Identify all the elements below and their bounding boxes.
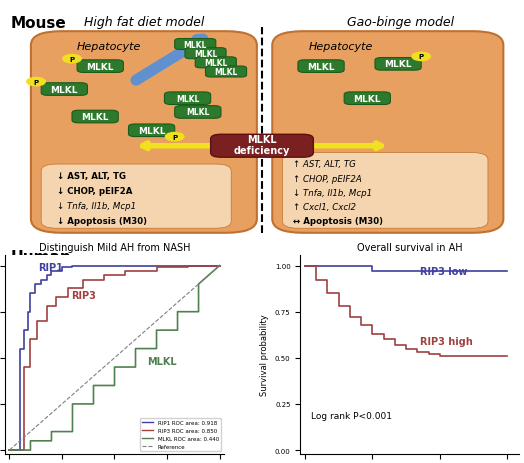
Circle shape	[412, 53, 430, 62]
Text: MLKL: MLKL	[186, 108, 210, 117]
Y-axis label: Survival probability: Survival probability	[260, 313, 269, 395]
Text: RIP3 low: RIP3 low	[420, 267, 468, 277]
FancyBboxPatch shape	[375, 58, 421, 71]
Text: RIP1: RIP1	[38, 263, 63, 273]
Text: ↑ AST, ALT, TG: ↑ AST, ALT, TG	[293, 160, 356, 169]
FancyBboxPatch shape	[205, 67, 247, 78]
Text: MLKL: MLKL	[204, 59, 227, 68]
Text: MLKL: MLKL	[86, 63, 114, 71]
Text: MLKL: MLKL	[50, 85, 78, 94]
FancyBboxPatch shape	[128, 125, 174, 137]
Circle shape	[27, 78, 45, 87]
Text: MLKL: MLKL	[384, 60, 412, 69]
Text: Hepatocyte: Hepatocyte	[77, 43, 141, 52]
FancyBboxPatch shape	[41, 83, 88, 96]
Text: ↓ CHOP, pEIF2A: ↓ CHOP, pEIF2A	[57, 187, 132, 195]
Text: ↔ Apoptosis (M30): ↔ Apoptosis (M30)	[293, 217, 383, 226]
Text: MLKL: MLKL	[214, 68, 238, 77]
FancyBboxPatch shape	[272, 32, 504, 233]
Text: ↓ Apoptosis (M30): ↓ Apoptosis (M30)	[57, 216, 147, 225]
Text: High fat diet model: High fat diet model	[84, 16, 204, 29]
Text: Gao-binge model: Gao-binge model	[347, 16, 454, 29]
FancyBboxPatch shape	[282, 153, 488, 229]
FancyBboxPatch shape	[185, 49, 226, 60]
FancyBboxPatch shape	[211, 135, 313, 158]
Text: ↑ Cxcl1, Cxcl2: ↑ Cxcl1, Cxcl2	[293, 203, 356, 212]
FancyBboxPatch shape	[165, 93, 211, 105]
Text: P: P	[70, 56, 74, 63]
FancyBboxPatch shape	[298, 61, 344, 73]
Circle shape	[63, 56, 81, 64]
Text: P: P	[172, 134, 177, 140]
Circle shape	[166, 133, 184, 141]
Text: MLKL: MLKL	[194, 50, 217, 58]
Text: MLKL: MLKL	[354, 94, 381, 103]
Text: ↓ Tnfa, Il1b, Mcp1: ↓ Tnfa, Il1b, Mcp1	[293, 188, 372, 197]
Text: Mouse: Mouse	[10, 16, 66, 31]
FancyBboxPatch shape	[41, 165, 231, 229]
Text: P: P	[419, 54, 424, 60]
Text: MLKL: MLKL	[81, 113, 109, 122]
Title: Overall survival in AH: Overall survival in AH	[357, 243, 462, 253]
FancyBboxPatch shape	[174, 39, 216, 50]
Text: MLKL
deficiency: MLKL deficiency	[234, 134, 290, 156]
Legend: RIP1 ROC area: 0.918, RIP3 ROC area: 0.850, MLKL ROC area: 0.440, Reference: RIP1 ROC area: 0.918, RIP3 ROC area: 0.8…	[140, 418, 221, 451]
FancyBboxPatch shape	[344, 93, 390, 105]
Text: Hepatocyte: Hepatocyte	[308, 43, 373, 52]
Text: ↓ AST, ALT, TG: ↓ AST, ALT, TG	[57, 172, 126, 181]
Text: ↓ Tnfa, Il1b, Mcp1: ↓ Tnfa, Il1b, Mcp1	[57, 201, 136, 210]
Text: MLKL: MLKL	[138, 126, 166, 136]
FancyBboxPatch shape	[31, 32, 257, 233]
FancyBboxPatch shape	[174, 106, 221, 119]
Text: MLKL: MLKL	[147, 357, 177, 366]
FancyBboxPatch shape	[77, 61, 123, 73]
FancyBboxPatch shape	[72, 111, 118, 124]
Text: MLKL: MLKL	[307, 63, 335, 71]
FancyBboxPatch shape	[195, 58, 236, 69]
Text: MLKL: MLKL	[176, 94, 199, 103]
Text: Log rank P<0.001: Log rank P<0.001	[311, 411, 392, 420]
Text: RIP3: RIP3	[71, 291, 96, 300]
Text: Human: Human	[10, 249, 71, 264]
Text: P: P	[34, 80, 39, 85]
Text: ↑ CHOP, pEIF2A: ↑ CHOP, pEIF2A	[293, 174, 362, 183]
Title: Distinguish Mild AH from NASH: Distinguish Mild AH from NASH	[39, 243, 190, 253]
Text: MLKL: MLKL	[183, 40, 207, 50]
Text: RIP3 high: RIP3 high	[420, 337, 473, 346]
